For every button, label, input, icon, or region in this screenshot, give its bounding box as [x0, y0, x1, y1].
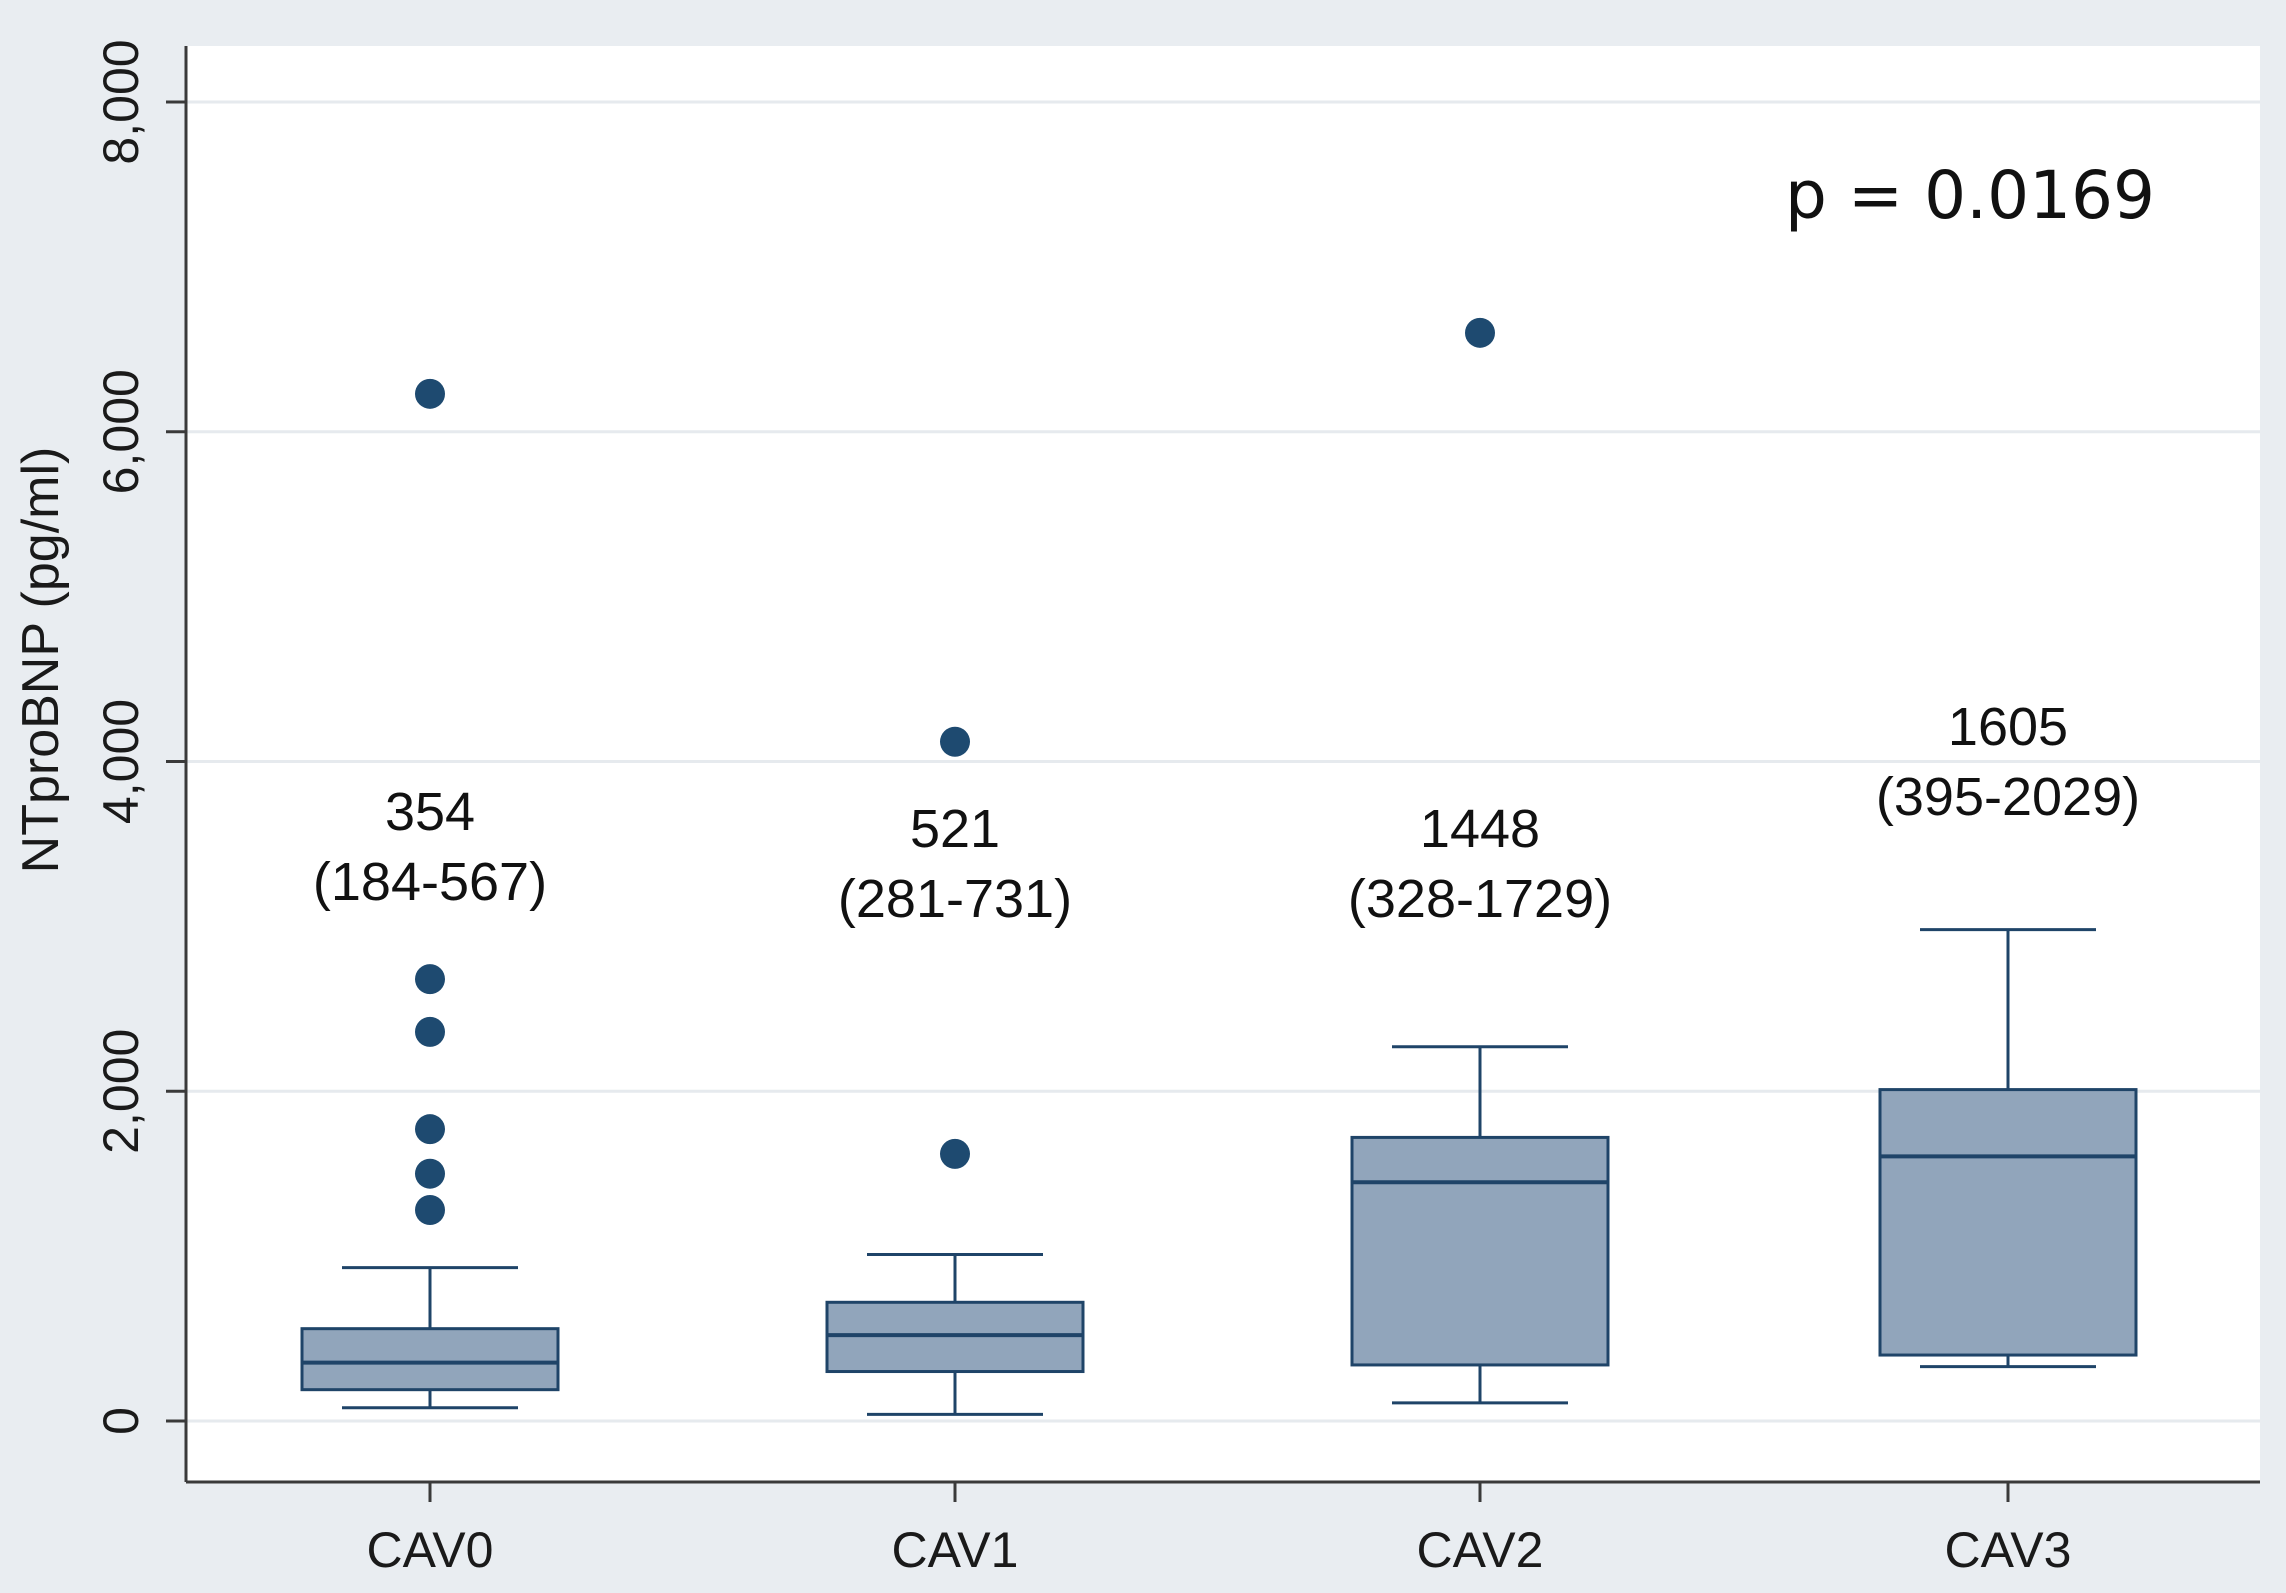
p-value-text: p = 0.0169 — [1785, 157, 2155, 234]
box-cav0 — [300, 1266, 560, 1410]
box-cav1 — [825, 1252, 1085, 1416]
y-axis: 0 2,000 4,000 6,000 8,000 — [93, 39, 186, 1435]
iqr-box — [1878, 1088, 2138, 1357]
iqr-annotation: (184-567) — [313, 852, 547, 912]
iqr-annotation: (281-731) — [838, 869, 1072, 929]
x-axis: CAV0 CAV1 CAV2 CAV3 — [367, 1482, 2072, 1578]
outlier-point — [1465, 317, 1495, 348]
median-annotation: 1448 — [1420, 799, 1540, 859]
median-annotation: 354 — [385, 782, 475, 842]
outlier-point — [415, 1194, 445, 1225]
gridlines — [186, 100, 2260, 1423]
outliers-group — [415, 317, 1495, 1225]
outlier-point — [940, 1138, 970, 1169]
x-tick-label: CAV1 — [892, 1522, 1019, 1578]
outlier-point — [415, 964, 445, 995]
y-tick-label: 2,000 — [93, 1029, 149, 1154]
y-tick-label: 0 — [93, 1407, 149, 1435]
y-axis-title: NTproBNP (pg/ml) — [12, 447, 70, 874]
outlier-point — [415, 1158, 445, 1189]
outlier-point — [415, 1114, 445, 1145]
iqr-box — [1350, 1135, 1610, 1367]
y-tick-label: 4,000 — [93, 699, 149, 824]
x-tick-label: CAV3 — [1945, 1522, 2072, 1578]
outlier-point — [940, 726, 970, 757]
median-annotation: 1605 — [1948, 697, 2068, 757]
x-tick-label: CAV2 — [1417, 1522, 1544, 1578]
median-annotation: 521 — [910, 799, 1000, 859]
y-tick-label: 8,000 — [93, 39, 149, 164]
x-tick-label: CAV0 — [367, 1522, 494, 1578]
iqr-box — [300, 1327, 560, 1392]
annotations-group: 354 (184-567) 521 (281-731) 1448 (328-1729) 16… — [313, 697, 2140, 929]
iqr-annotation: (328-1729) — [1348, 869, 1612, 929]
box-cav3 — [1878, 928, 2138, 1369]
box-cav2 — [1350, 1045, 1610, 1405]
outlier-point — [415, 1016, 445, 1047]
y-tick-label: 6,000 — [93, 369, 149, 494]
boxes-group — [300, 928, 2138, 1416]
iqr-annotation: (395-2029) — [1876, 767, 2140, 827]
outlier-point — [415, 378, 445, 409]
